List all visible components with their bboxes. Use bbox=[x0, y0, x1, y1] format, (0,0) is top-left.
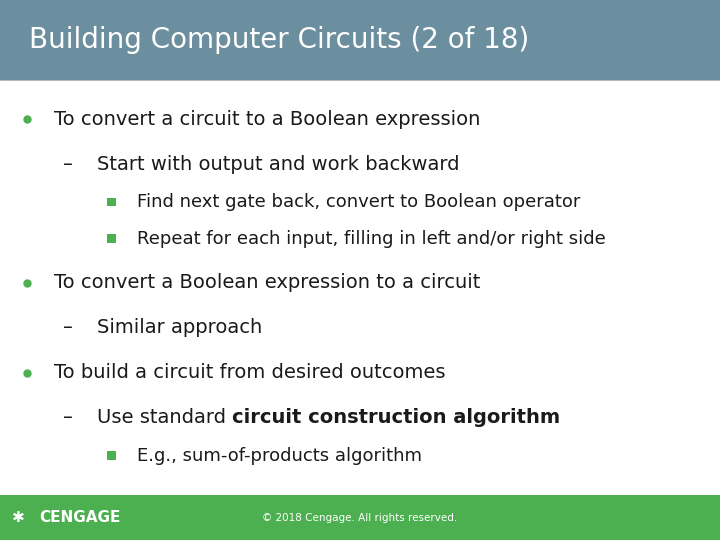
Text: To convert a circuit to a Boolean expression: To convert a circuit to a Boolean expres… bbox=[54, 110, 480, 129]
Bar bbox=[107, 451, 116, 460]
Text: © 2018 Cengage. All rights reserved.: © 2018 Cengage. All rights reserved. bbox=[262, 512, 458, 523]
Text: Building Computer Circuits (2 of 18): Building Computer Circuits (2 of 18) bbox=[29, 26, 529, 54]
Text: –: – bbox=[63, 408, 73, 428]
Bar bbox=[107, 234, 116, 243]
Text: Repeat for each input, filling in left and/or right side: Repeat for each input, filling in left a… bbox=[137, 230, 606, 248]
Text: –: – bbox=[63, 318, 73, 338]
Text: Use standard: Use standard bbox=[97, 408, 233, 428]
Text: circuit construction algorithm: circuit construction algorithm bbox=[233, 408, 561, 428]
Text: –: – bbox=[63, 154, 73, 174]
Bar bbox=[107, 198, 116, 206]
Text: CENGAGE: CENGAGE bbox=[40, 510, 121, 525]
Text: E.g., sum-of-products algorithm: E.g., sum-of-products algorithm bbox=[137, 447, 422, 465]
Bar bbox=[0, 495, 720, 540]
Bar bbox=[0, 0, 720, 80]
Text: Similar approach: Similar approach bbox=[97, 318, 263, 338]
Text: To convert a Boolean expression to a circuit: To convert a Boolean expression to a cir… bbox=[54, 273, 480, 292]
Text: Start with output and work backward: Start with output and work backward bbox=[97, 154, 459, 174]
Text: Find next gate back, convert to Boolean operator: Find next gate back, convert to Boolean … bbox=[137, 193, 580, 211]
Text: ✱: ✱ bbox=[12, 510, 24, 525]
Text: To build a circuit from desired outcomes: To build a circuit from desired outcomes bbox=[54, 363, 446, 382]
